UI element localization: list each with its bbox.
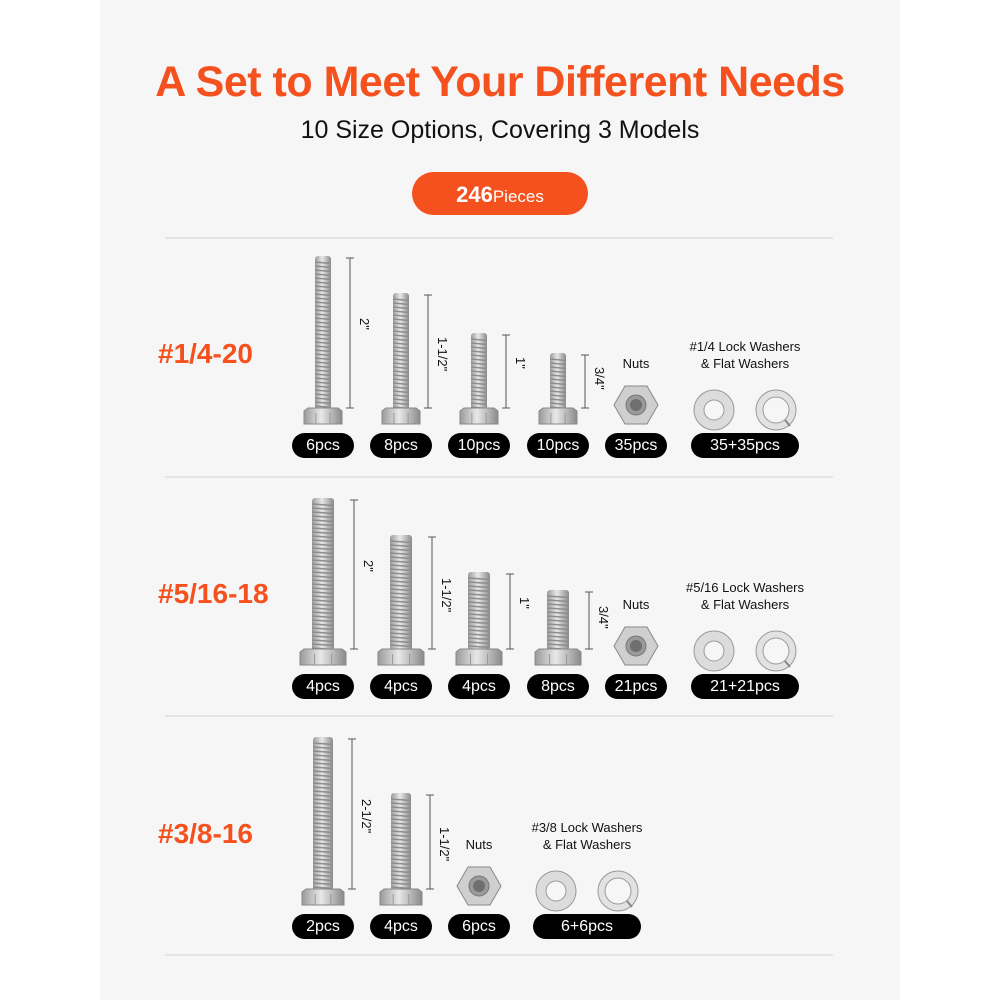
dimension-line [350,499,358,650]
count-pill: 35+35pcs [691,433,799,458]
count-pill: 4pcs [370,674,432,699]
hex-nut-image [613,626,659,666]
length-label: 2" [361,559,376,572]
badge-number: 246 [456,182,493,207]
length-label: 1" [513,356,528,369]
dimension-line [348,738,356,890]
count-pill: 4pcs [448,674,510,699]
washers-caption: #5/16 Lock Washers [685,580,805,595]
length-label: 1-1/2" [435,336,450,371]
count-pill: 8pcs [370,433,432,458]
row-label-size: #3/8-16 [158,818,253,849]
bolt-image [379,793,423,906]
lock-washer-image [755,630,797,672]
washers-caption: & Flat Washers [542,837,632,852]
count-pill: 10pcs [448,433,510,458]
bolt-image [381,293,421,425]
background-panel [100,0,900,1000]
bolt-image [303,256,343,425]
row-label-size: #1/4-20 [158,338,253,369]
length-label: 3/4" [592,366,607,390]
page-title: A Set to Meet Your Different Needs [155,58,845,106]
count-pill: 10pcs [527,433,589,458]
count-pill: 21+21pcs [691,674,799,699]
count-pill: 4pcs [292,674,354,699]
nut-caption: Nuts [622,597,650,612]
length-label: 1-1/2" [437,827,452,862]
dimension-line [346,257,354,409]
divider [165,476,833,478]
lock-washer-image [597,870,639,912]
dimension-line [581,354,589,409]
count-pill: 6pcs [448,914,510,939]
count-pill: 4pcs [370,914,432,939]
flat-washer-image [693,630,735,672]
dimension-line [428,536,436,650]
bolt-image [455,572,503,666]
count-pill: 8pcs [527,674,589,699]
bolt-image [301,737,345,906]
bolt-image [534,590,582,666]
length-label: 1-1/2" [439,578,454,613]
piece-count-badge: 246Pieces [412,172,588,215]
row-label-size: #5/16-18 [158,578,269,609]
count-pill: 6+6pcs [533,914,641,939]
length-label: 3/4" [596,605,611,629]
page-subtitle: 10 Size Options, Covering 3 Models [300,116,700,144]
count-pill: 2pcs [292,914,354,939]
hex-nut-image [456,866,502,906]
nut-caption: Nuts [622,356,650,371]
washers-caption: & Flat Washers [700,356,790,371]
washers-caption: & Flat Washers [700,597,790,612]
badge-unit: Pieces [492,187,544,206]
divider [165,715,833,717]
flat-washer-image [535,870,577,912]
count-pill: 35pcs [605,433,667,458]
bolt-image [377,535,425,666]
bolt-image [459,333,499,425]
bolt-image [538,353,578,425]
dimension-line [426,794,434,890]
length-label: 1" [517,596,532,609]
bolt-image [299,498,347,666]
dimension-line [502,334,510,409]
flat-washer-image [693,389,735,431]
dimension-line [424,294,432,409]
divider [165,954,833,956]
dimension-line [585,591,593,650]
nut-caption: Nuts [465,837,493,852]
count-pill: 21pcs [605,674,667,699]
washers-caption: #3/8 Lock Washers [531,820,643,835]
hex-nut-image [613,385,659,425]
washers-caption: #1/4 Lock Washers [689,339,801,354]
count-pill: 6pcs [292,433,354,458]
length-label: 2-1/2" [359,799,374,834]
lock-washer-image [755,389,797,431]
divider [165,237,833,239]
dimension-line [506,573,514,650]
length-label: 2" [357,318,372,330]
